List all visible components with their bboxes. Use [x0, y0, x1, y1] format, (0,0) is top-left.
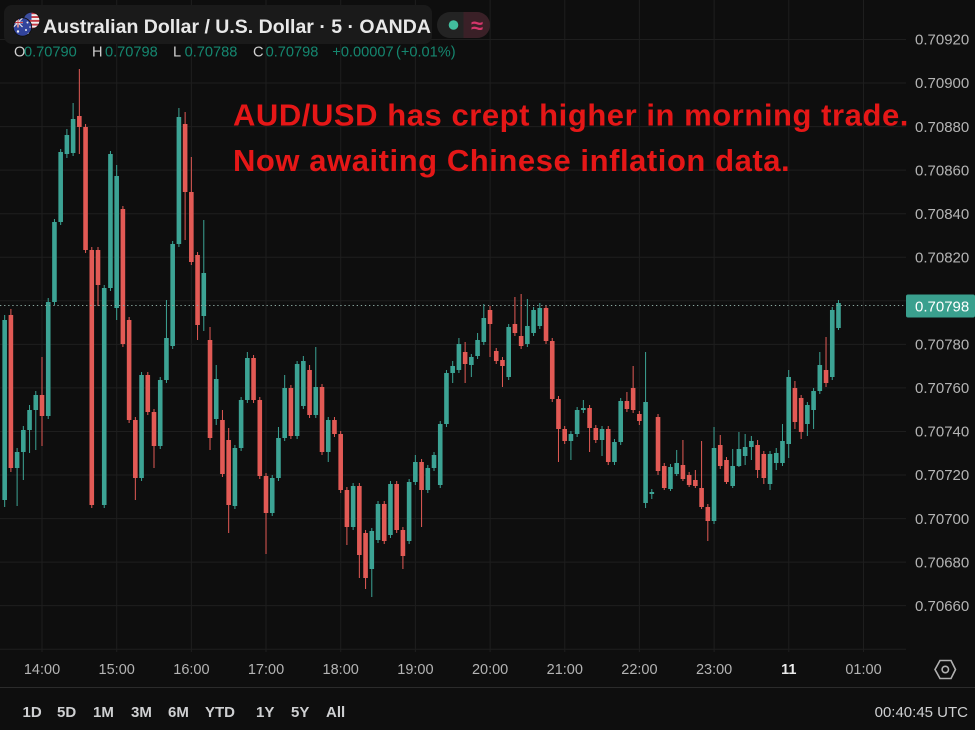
svg-text:00:40:45 UTC: 00:40:45 UTC	[875, 704, 969, 721]
svg-text:0.70920: 0.70920	[915, 32, 969, 49]
svg-text:15:00: 15:00	[99, 662, 135, 678]
svg-text:0.70820: 0.70820	[915, 249, 969, 266]
svg-text:All: All	[326, 704, 345, 721]
svg-text:L: L	[173, 45, 181, 61]
svg-text:Australian Dollar / U.S. Dolla: Australian Dollar / U.S. Dollar · 5 · OA…	[43, 16, 431, 38]
svg-text:0.70660: 0.70660	[915, 598, 969, 615]
svg-text:20:00: 20:00	[472, 662, 508, 678]
svg-text:AUD/USD has crept higher in mo: AUD/USD has crept higher in morning trad…	[233, 98, 909, 133]
svg-text:H: H	[92, 45, 103, 61]
svg-text:YTD: YTD	[205, 704, 235, 721]
svg-text:0.70880: 0.70880	[915, 119, 969, 136]
svg-text:1D: 1D	[23, 704, 42, 721]
svg-text:O: O	[14, 45, 25, 61]
svg-text:0.70790: 0.70790	[24, 45, 77, 61]
svg-text:5D: 5D	[57, 704, 76, 721]
svg-text:0.70780: 0.70780	[915, 337, 969, 354]
svg-text:1Y: 1Y	[256, 704, 274, 721]
svg-text:11: 11	[781, 662, 796, 678]
svg-text:0.70860: 0.70860	[915, 162, 969, 179]
svg-text:14:00: 14:00	[24, 662, 60, 678]
svg-text:01:00: 01:00	[845, 662, 881, 678]
svg-text:0.70700: 0.70700	[915, 511, 969, 528]
svg-text:0.70798: 0.70798	[915, 299, 969, 316]
svg-text:19:00: 19:00	[397, 662, 433, 678]
svg-text:0.70788: 0.70788	[185, 45, 238, 61]
svg-text:23:00: 23:00	[696, 662, 732, 678]
svg-text:21:00: 21:00	[547, 662, 583, 678]
svg-text:0.70740: 0.70740	[915, 424, 969, 441]
svg-text:1M: 1M	[93, 704, 114, 721]
svg-text:(+0.01%): (+0.01%)	[396, 45, 456, 61]
svg-text:0.70680: 0.70680	[915, 554, 969, 571]
svg-text:+0.00007: +0.00007	[332, 45, 393, 61]
svg-text:Now awaiting Chinese inflation: Now awaiting Chinese inflation data.	[233, 143, 790, 178]
svg-text:22:00: 22:00	[621, 662, 657, 678]
svg-text:16:00: 16:00	[173, 662, 209, 678]
svg-text:0.70900: 0.70900	[915, 75, 969, 92]
svg-text:≈: ≈	[471, 13, 483, 38]
svg-text:C: C	[253, 45, 264, 61]
svg-text:0.70760: 0.70760	[915, 380, 969, 397]
svg-text:0.70840: 0.70840	[915, 206, 969, 223]
svg-text:0.70798: 0.70798	[105, 45, 158, 61]
svg-text:18:00: 18:00	[323, 662, 359, 678]
svg-text:6M: 6M	[168, 704, 189, 721]
svg-text:5Y: 5Y	[291, 704, 309, 721]
svg-text:17:00: 17:00	[248, 662, 284, 678]
svg-text:3M: 3M	[131, 704, 152, 721]
svg-text:0.70720: 0.70720	[915, 467, 969, 484]
svg-text:0.70798: 0.70798	[266, 45, 319, 61]
